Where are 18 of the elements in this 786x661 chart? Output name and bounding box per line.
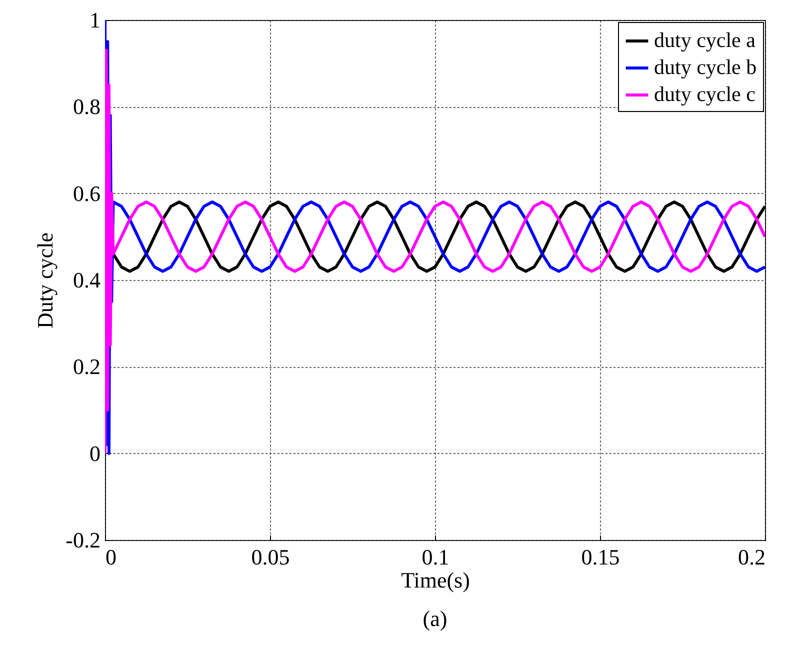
y-tick-label: 0.8 <box>73 94 100 120</box>
x-tick-label: 0.05 <box>251 544 290 570</box>
x-tick-label: 0.2 <box>738 544 766 570</box>
legend-label: duty cycle a <box>654 28 756 52</box>
x-tick-label: 0 <box>106 544 116 570</box>
legend-label: duty cycle c <box>654 82 756 106</box>
legend-label: duty cycle b <box>654 55 757 79</box>
x-axis-title: Time(s) <box>401 568 470 592</box>
y-tick-label: 0.2 <box>73 354 100 380</box>
y-tick-label: 0.6 <box>73 180 100 206</box>
x-tick-label: 0.1 <box>422 544 450 570</box>
y-tick-label: 1 <box>90 8 100 32</box>
text: (a) <box>422 606 448 631</box>
y-axis-title: Duty cycle <box>32 232 58 328</box>
x-tick-label: 0.15 <box>581 544 620 570</box>
y-tick-label: 0.4 <box>73 268 100 292</box>
y-tick-label: 0 <box>90 440 100 466</box>
y-tick-label: -0.2 <box>66 528 100 552</box>
